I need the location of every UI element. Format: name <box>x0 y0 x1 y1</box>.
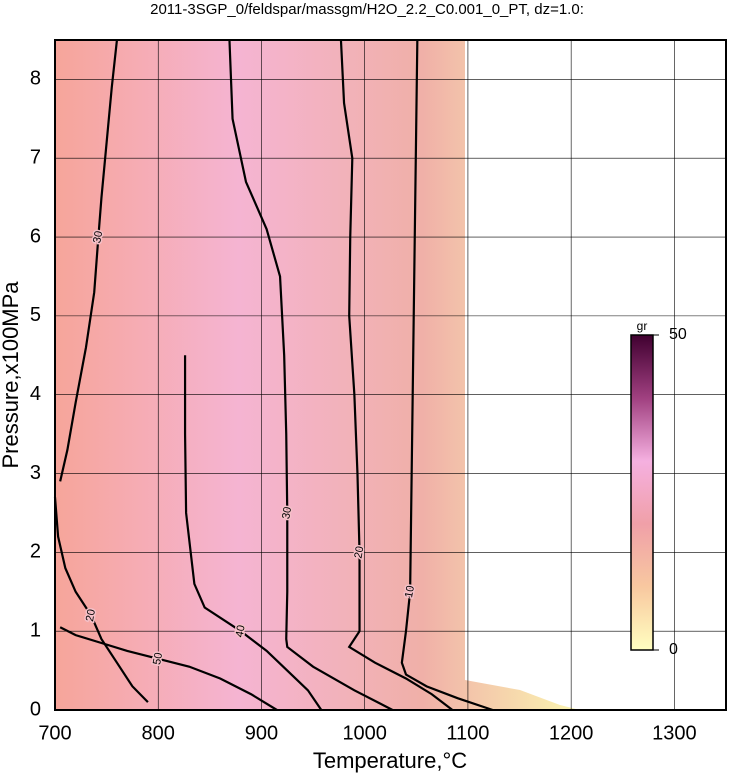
contour-label: 30 <box>280 506 294 520</box>
y-tick-label: 1 <box>30 619 41 641</box>
x-tick-label: 800 <box>142 722 175 744</box>
y-tick-label: 0 <box>30 698 41 720</box>
x-tick-label: 1100 <box>446 722 489 744</box>
contour-line <box>59 39 119 482</box>
y-tick-label: 5 <box>30 304 41 326</box>
contour-label: 40 <box>234 624 248 638</box>
chart-title: 2011-3SGP_0/feldspar/massgm/H2O_2.2_C0.0… <box>150 1 584 18</box>
x-tick-label: 700 <box>38 722 71 744</box>
x-tick-label: 1200 <box>549 722 594 744</box>
contour-label: 50 <box>151 652 165 666</box>
contour-line <box>400 39 494 712</box>
x-tick-label: 1300 <box>652 722 697 744</box>
field-fill <box>55 40 580 710</box>
contour-line <box>53 497 149 703</box>
contour-label: 10 <box>403 585 417 599</box>
plot-frame <box>54 39 727 711</box>
colorbar-tick-label: 50 <box>669 326 687 343</box>
y-tick-label: 4 <box>30 383 41 405</box>
x-tick-label: 900 <box>245 722 278 744</box>
contour-label: 20 <box>352 545 366 559</box>
contour-line <box>183 355 323 711</box>
contour-line <box>228 39 394 711</box>
contour-line <box>339 39 454 711</box>
y-tick-label: 2 <box>30 541 41 563</box>
contour-label: 20 <box>84 608 98 622</box>
colorbar-tick-label: 0 <box>669 641 678 658</box>
y-tick-label: 3 <box>30 462 41 484</box>
y-axis-label: Pressure,x100MPa <box>0 281 23 469</box>
colorbar <box>630 334 654 651</box>
y-tick-label: 7 <box>30 147 41 169</box>
plot-area: 700 800 900 1000 1100 1200 1300 0 1 2 3 4 5 6 7 8 10 20 30… <box>30 39 726 744</box>
colorbar-label: gr <box>637 319 648 333</box>
x-tick-label: 1000 <box>342 722 387 744</box>
contour-line <box>59 626 278 711</box>
contour-label: 30 <box>91 230 105 244</box>
y-tick-label: 8 <box>30 68 41 90</box>
x-axis-label: Temperature,°C <box>313 748 467 773</box>
y-tick-label: 6 <box>30 225 41 247</box>
